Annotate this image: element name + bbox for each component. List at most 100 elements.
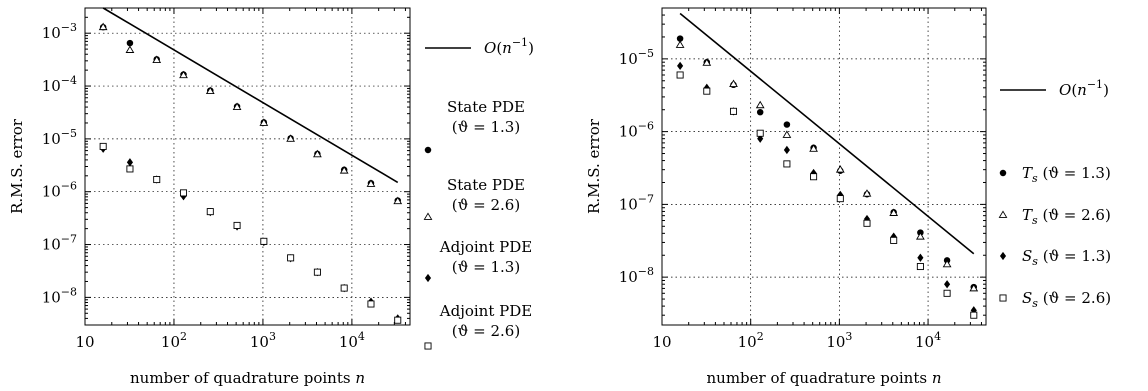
data-point (152, 55, 162, 63)
data-point (206, 208, 214, 216)
data-point (259, 118, 269, 126)
data-point (232, 102, 242, 110)
data-point (862, 189, 872, 197)
data-point (286, 134, 296, 142)
data-point (125, 45, 135, 53)
data-point (339, 166, 349, 174)
data-point (729, 79, 738, 87)
data-point (153, 176, 161, 184)
series-diamond (100, 144, 401, 323)
data-point (393, 196, 403, 205)
data-point (810, 173, 818, 181)
data-point (126, 165, 134, 173)
data-point (287, 254, 295, 262)
data-point (756, 108, 764, 116)
data-point (179, 189, 188, 197)
data-point (970, 311, 978, 319)
series-square (676, 71, 978, 319)
series-triangle (98, 22, 403, 205)
data-point (676, 71, 684, 79)
data-point (916, 263, 924, 271)
reference-line (679, 12, 975, 255)
y-tick-label: 10−6 (42, 180, 77, 201)
legend-marker (999, 169, 1007, 177)
data-point (969, 283, 979, 292)
legend-marker (424, 273, 432, 283)
series-circle (676, 35, 978, 291)
data-point (313, 149, 322, 158)
data-point (809, 144, 818, 152)
legend-label: (ϑ = 2.6) (452, 196, 520, 214)
data-point (783, 160, 791, 168)
data-point (836, 195, 844, 203)
data-point (890, 232, 897, 241)
y-tick-label: 10−6 (619, 120, 654, 141)
data-point (890, 236, 898, 244)
legend-marker (423, 212, 433, 220)
data-point (367, 300, 375, 308)
data-point (99, 142, 107, 150)
legend-label: Ss (ϑ = 1.3) (1022, 247, 1111, 268)
y-tick-label: 10−8 (619, 265, 654, 286)
data-point (366, 179, 376, 187)
data-point (98, 22, 108, 31)
x-tick-label: 10 (652, 333, 671, 351)
chart-panel-1: 10 102 103 104 10−8 10−7 10−6 10−5 10−4 10−3 numbe… (8, 7, 534, 387)
legend: O(n−1) Ts (ϑ = 1.3) Ts (ϑ = 2.6) Ss (ϑ = 1.… (998, 78, 1111, 310)
data-point (260, 237, 268, 245)
y-axis-label: R.M.S. error (8, 118, 26, 214)
data-point (889, 208, 899, 216)
data-point (677, 61, 684, 71)
x-axis-label: number of quadrature points n (707, 369, 942, 387)
y-tick-label: 10−7 (42, 233, 77, 254)
data-point (126, 39, 134, 47)
data-point (205, 86, 215, 95)
data-point (943, 289, 951, 297)
legend-label: Ts (ϑ = 2.6) (1022, 206, 1111, 227)
x-tick-label: 102 (738, 330, 764, 351)
x-tick-label: 102 (161, 330, 187, 351)
data-point (702, 58, 712, 66)
legend-label: (ϑ = 1.3) (452, 118, 520, 136)
legend-marker (424, 146, 432, 154)
data-point (915, 232, 925, 240)
data-point (313, 268, 321, 276)
data-point (863, 219, 871, 227)
y-tick-label: 10−5 (619, 47, 654, 68)
x-tick-label: 103 (826, 330, 852, 351)
legend-label: State PDE (447, 176, 525, 194)
legend-marker (999, 251, 1007, 261)
legend-label: Ss (ϑ = 2.6) (1022, 289, 1111, 310)
data-point (944, 280, 951, 289)
data-point (970, 306, 977, 315)
legend-label: (ϑ = 2.6) (452, 322, 520, 340)
data-point (126, 158, 133, 167)
series-triangle (675, 40, 979, 292)
data-point (394, 316, 402, 324)
legend-label: Ts (ϑ = 1.3) (1022, 164, 1111, 185)
x-tick-label: 104 (339, 330, 365, 351)
legend-ref-label: O(n−1) (484, 36, 534, 57)
plot-frame (661, 7, 987, 326)
data-point (782, 130, 792, 138)
chart-panel-2: 10 102 103 104 10−8 10−7 10−6 10−5 number of qua… (585, 7, 1111, 387)
data-point (837, 190, 844, 200)
x-tick-label: 104 (915, 330, 941, 351)
y-tick-label: 10−3 (42, 21, 77, 42)
reference-line (102, 7, 399, 184)
data-point (917, 253, 924, 262)
series-circle (99, 23, 401, 204)
plot-frame (84, 7, 411, 326)
data-point (675, 40, 685, 48)
series-diamond (677, 61, 977, 315)
data-point (703, 87, 711, 95)
data-point (942, 259, 952, 268)
series-square (99, 142, 402, 324)
legend: O(n−1) State PDE (ϑ = 1.3) State PDE (ϑ = 2.… (423, 36, 534, 350)
y-tick-label: 10−5 (42, 127, 77, 148)
legend-ref-label: O(n−1) (1059, 78, 1109, 99)
y-tick-label: 10−4 (42, 74, 77, 95)
y-tick-label: 10−8 (42, 285, 77, 306)
data-point (729, 107, 738, 115)
